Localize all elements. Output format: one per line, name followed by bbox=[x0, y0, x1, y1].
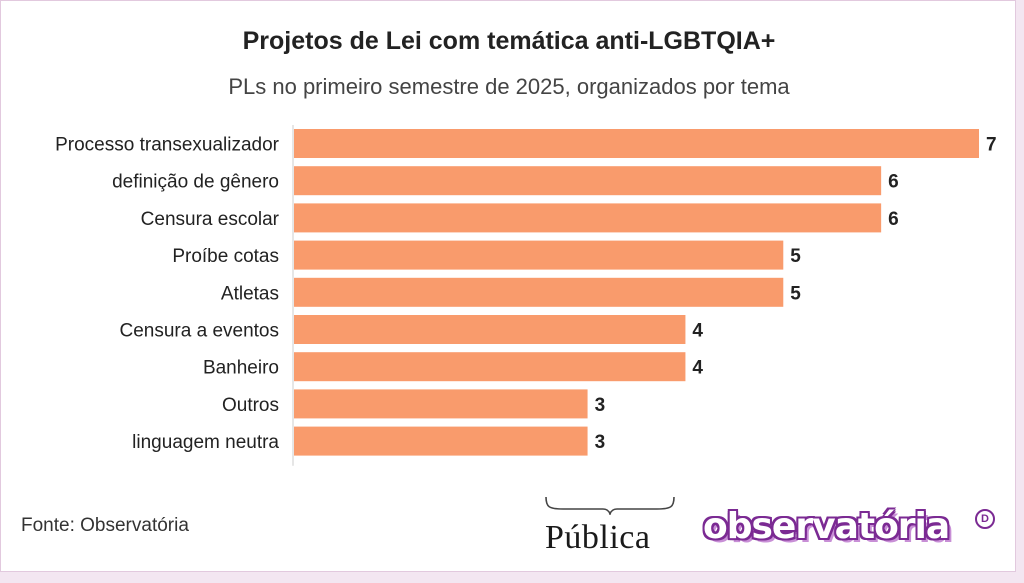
observatoria-badge-icon: D bbox=[975, 509, 995, 529]
bar bbox=[294, 277, 784, 307]
category-label: Outros bbox=[222, 395, 279, 416]
value-label: 3 bbox=[595, 395, 606, 416]
observatoria-logo: observatória bbox=[703, 506, 950, 547]
value-label: 7 bbox=[986, 135, 997, 156]
bar bbox=[294, 315, 686, 344]
value-label: 6 bbox=[888, 209, 899, 230]
bar bbox=[294, 129, 979, 158]
chart-card: Projetos de Lei com temática anti-LGBTQI… bbox=[0, 0, 1016, 572]
chart-subtitle: PLs no primeiro semestre de 2025, organi… bbox=[228, 74, 790, 99]
category-label: Atletas bbox=[221, 283, 279, 304]
bar bbox=[294, 203, 882, 233]
bar bbox=[294, 240, 784, 270]
value-label: 3 bbox=[595, 432, 606, 453]
chart-title: Projetos de Lei com temática anti-LGBTQI… bbox=[242, 27, 776, 55]
category-label: Censura escolar bbox=[141, 209, 280, 230]
publica-brace-icon bbox=[545, 496, 675, 515]
bar bbox=[294, 166, 882, 196]
bar-chart: Processo transexualizador 7 definição de g… bbox=[55, 125, 997, 466]
category-label: Proíbe cotas bbox=[172, 246, 279, 267]
category-label: Processo transexualizador bbox=[55, 135, 280, 156]
category-label: linguagem neutra bbox=[132, 432, 279, 453]
value-label: 4 bbox=[692, 321, 703, 342]
bar bbox=[294, 389, 588, 419]
category-label: Censura a eventos bbox=[120, 321, 280, 342]
value-label: 6 bbox=[888, 172, 899, 193]
value-label: 4 bbox=[692, 358, 703, 379]
category-label: Banheiro bbox=[203, 358, 279, 379]
value-label: 5 bbox=[790, 283, 801, 304]
bar bbox=[294, 426, 588, 456]
source-note: Fonte: Observatória bbox=[21, 515, 189, 536]
value-label: 5 bbox=[790, 246, 801, 267]
bar bbox=[294, 352, 686, 382]
category-label: definição de gênero bbox=[112, 172, 279, 193]
publica-logo: Pública bbox=[545, 519, 651, 556]
